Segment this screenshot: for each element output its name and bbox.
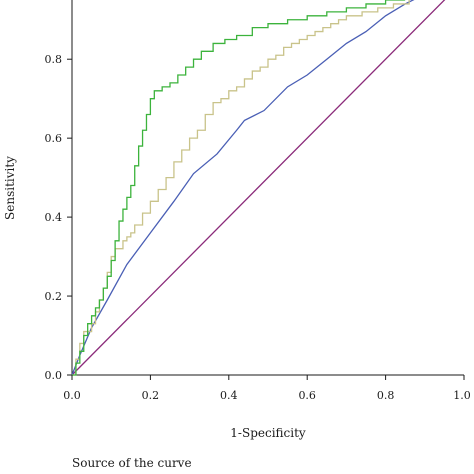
roc-curve-2 <box>72 0 410 376</box>
y-tick-label: 0.4 <box>45 211 63 224</box>
x-axis-title: 1-Specificity <box>230 426 306 440</box>
legend-title: Source of the curve <box>72 456 192 470</box>
x-tick-label: 1.0 <box>453 389 471 402</box>
series-layer <box>71 0 446 376</box>
x-tick-label: 0.6 <box>298 389 316 402</box>
y-tick-label: 0.2 <box>45 290 63 303</box>
y-axis-title: Sensitivity <box>3 156 17 220</box>
y-axis-ticks: 0.0 0.2 0.4 0.6 0.8 <box>45 53 72 382</box>
y-tick-label: 0.6 <box>45 132 63 145</box>
x-axis-ticks: 0.0 0.2 0.4 0.6 0.8 1.0 <box>63 375 471 402</box>
plot-area: 0.0 0.2 0.4 0.6 0.8 1.0 0.0 0.2 0.4 0.6 0.8 <box>45 0 471 402</box>
roc-curve-3 <box>71 0 415 376</box>
roc-curve-1 <box>72 0 406 376</box>
x-tick-label: 0.8 <box>377 389 395 402</box>
roc-curve-4 <box>71 0 446 376</box>
x-tick-label: 0.0 <box>63 389 81 402</box>
x-tick-label: 0.4 <box>220 389 238 402</box>
y-tick-label: 0.8 <box>45 53 63 66</box>
y-tick-label: 0.0 <box>45 369 63 382</box>
x-tick-label: 0.2 <box>142 389 160 402</box>
